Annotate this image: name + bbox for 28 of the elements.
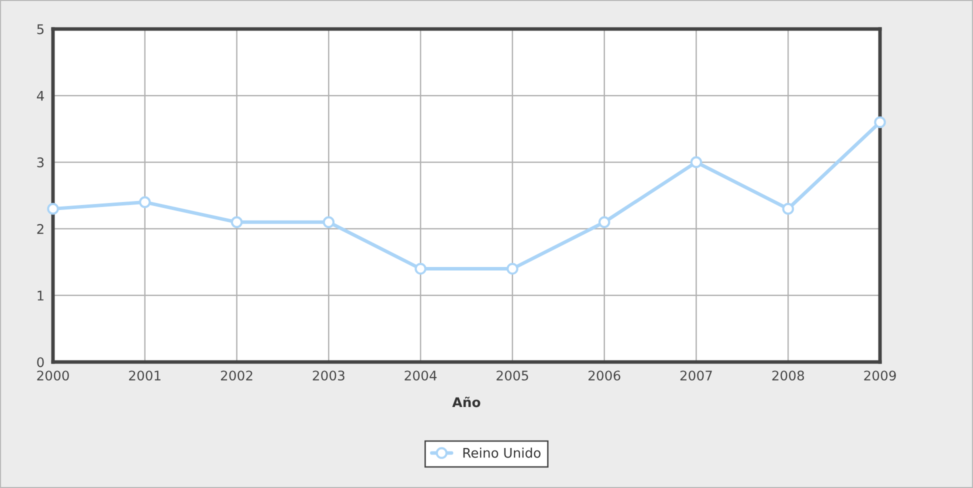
x-tick-label: 2004: [404, 370, 437, 381]
x-tick-label: 2009: [864, 370, 896, 381]
x-tick-label: 2008: [772, 370, 804, 381]
x-tick-label: 2006: [588, 370, 620, 381]
y-tick-label: 3: [37, 157, 44, 168]
point: [322, 216, 335, 228]
x-tick-label: 2005: [496, 370, 528, 381]
x-tick-label: 2003: [312, 370, 344, 381]
y-tick-label: 2: [37, 224, 44, 234]
x-tick-label: 2002: [220, 370, 252, 381]
point: [782, 202, 794, 215]
x-axis-title: Año: [452, 396, 480, 408]
point: [414, 262, 426, 275]
point: [690, 156, 702, 168]
y-tick-label: 4: [36, 90, 44, 101]
y-tick-label: 0: [37, 357, 44, 368]
legend-label: Reino Unido: [463, 448, 541, 458]
x-tick-label: 2001: [129, 370, 160, 381]
y-tick-label: 5: [37, 24, 44, 34]
point: [506, 262, 518, 275]
point: [598, 216, 610, 228]
point: [230, 216, 243, 228]
point: [138, 196, 151, 208]
y-tick-label: 1: [38, 290, 44, 300]
x-tick-label: 2007: [680, 370, 712, 381]
point: [47, 202, 59, 215]
point: [874, 116, 886, 128]
x-tick-label: 2000: [37, 370, 69, 381]
